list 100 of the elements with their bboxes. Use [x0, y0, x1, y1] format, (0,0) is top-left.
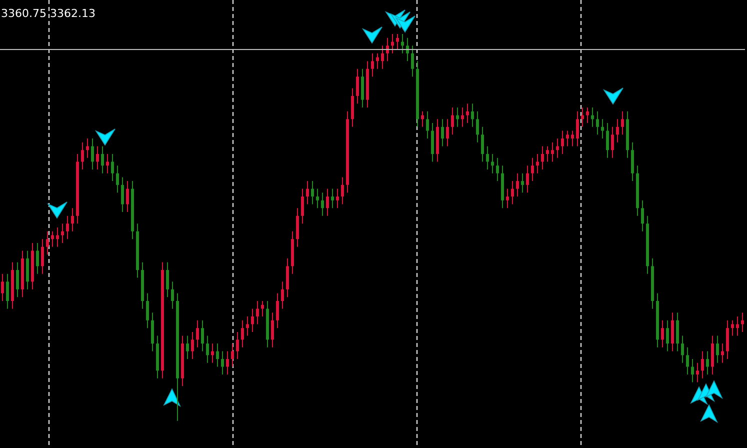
candlestick: [326, 188, 329, 216]
candlestick: [56, 226, 59, 248]
candlestick: [126, 180, 129, 213]
candlestick: [276, 292, 279, 329]
candlestick: [406, 37, 409, 62]
candlestick: [241, 320, 244, 348]
candlestick: [361, 68, 364, 108]
candlestick: [1, 273, 4, 302]
candlestick: [601, 118, 604, 139]
candlestick: [531, 157, 534, 182]
candlestick: [206, 335, 209, 364]
candlestick: [261, 300, 264, 317]
text: 3360.75 3362.13: [1, 7, 96, 20]
candlestick: [706, 350, 709, 375]
candlestick: [486, 146, 489, 170]
candlestick: [451, 107, 454, 136]
candlestick: [301, 188, 304, 224]
candlestick: [586, 107, 589, 124]
candlestick: [606, 122, 609, 158]
candlestick: [696, 362, 699, 383]
candlestick: [171, 281, 174, 310]
candlestick: [691, 358, 694, 383]
candlestick: [246, 316, 249, 336]
candlestick: [641, 200, 644, 232]
candlestick: [421, 110, 424, 128]
candlestick: [61, 223, 64, 244]
candlestick: [41, 238, 44, 274]
candlestick: [116, 165, 119, 194]
candlestick: [386, 37, 389, 62]
candlestick: [281, 281, 284, 310]
candlestick: [671, 312, 674, 352]
candlestick: [311, 180, 314, 205]
candlestick: [446, 118, 449, 147]
candlestick: [426, 110, 429, 139]
candlestick: [196, 320, 199, 348]
candlestick: [101, 146, 104, 174]
candlestick: [496, 157, 499, 182]
candlestick: [686, 346, 689, 375]
candlestick: [506, 188, 509, 209]
candlestick: [596, 110, 599, 136]
candlestick: [431, 122, 434, 162]
candlestick: [441, 118, 444, 147]
candlestick: [721, 343, 724, 364]
candlestick: [186, 335, 189, 360]
candlestick: [581, 107, 584, 128]
candlestick: [251, 308, 254, 332]
candlestick: [51, 230, 54, 248]
candlestick: [256, 300, 259, 325]
candlestick: [146, 292, 149, 329]
candlestick: [391, 34, 394, 54]
candlestick: [666, 320, 669, 352]
candlestick: [191, 331, 194, 360]
candlestick: [556, 138, 559, 158]
candlestick: [571, 130, 574, 147]
candlestick: [551, 142, 554, 162]
candlestick: [736, 316, 739, 336]
candlestick: [716, 335, 719, 364]
candlestick: [516, 172, 519, 198]
candlestick: [396, 34, 399, 50]
candlestick: [466, 103, 469, 124]
candlestick: [371, 52, 374, 78]
candlestick: [631, 142, 634, 182]
candlestick: [216, 343, 219, 368]
candlestick: [481, 126, 484, 162]
candlestick: [211, 343, 214, 364]
candlestick: [701, 350, 704, 379]
candlestick: [456, 107, 459, 128]
candlestick: [81, 142, 84, 170]
candlestick: [676, 312, 679, 352]
candlestick: [711, 335, 714, 375]
candlestick: [121, 176, 124, 213]
candlestick: [401, 34, 404, 54]
candlestick: [306, 180, 309, 205]
candlestick: [376, 52, 379, 70]
candlestick: [726, 320, 729, 360]
candlestick: [86, 138, 89, 158]
candlestick: [106, 153, 109, 174]
candlestick: [16, 262, 19, 298]
candlestick: [296, 208, 299, 248]
candlestick: [226, 350, 229, 375]
candlestick: [526, 165, 529, 194]
candlestick: [46, 230, 49, 256]
candlestick: [566, 130, 569, 147]
candlestick: [151, 312, 154, 352]
candlestick: [661, 320, 664, 348]
candlestick: [336, 188, 339, 209]
candlestick: [561, 130, 564, 154]
candlestick: [331, 188, 334, 209]
candlestick: [236, 331, 239, 360]
candlestick: [511, 180, 514, 205]
candlestick: [471, 103, 474, 128]
candlestick: [6, 273, 9, 310]
candlestick: [96, 146, 99, 170]
candlestick: [316, 188, 319, 209]
candlestick: [286, 258, 289, 298]
candlestick: [231, 343, 234, 368]
candlestick: [491, 153, 494, 174]
candlestick: [26, 250, 29, 290]
candlestick: [621, 110, 624, 136]
candlestick: [731, 320, 734, 336]
